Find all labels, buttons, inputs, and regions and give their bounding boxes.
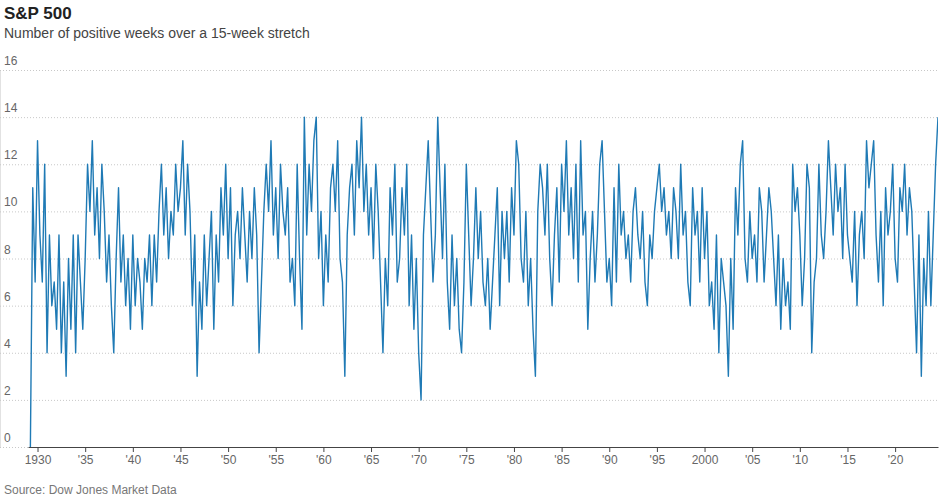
x-tick-mark	[276, 447, 277, 452]
x-tick-mark	[85, 447, 86, 452]
x-tick: '40	[125, 447, 141, 467]
grid-line	[0, 447, 938, 448]
x-tick-label: '05	[745, 453, 761, 467]
chart-container: S&P 500 Number of positive weeks over a 1…	[0, 0, 940, 500]
y-tick-label: 12	[4, 148, 18, 162]
y-tick: 16	[0, 54, 938, 70]
x-tick: '60	[316, 447, 332, 467]
x-tick-label: '35	[78, 453, 94, 467]
x-tick-mark	[180, 447, 181, 452]
x-tick-label: '95	[650, 453, 666, 467]
grid-line	[0, 117, 938, 118]
x-tick-mark	[371, 447, 372, 452]
x-tick-mark	[705, 447, 706, 452]
x-tick: '75	[459, 447, 475, 467]
x-axis-line	[29, 447, 939, 448]
x-tick-label: '20	[888, 453, 904, 467]
x-tick-label: '65	[364, 453, 380, 467]
x-tick-label: '50	[221, 453, 237, 467]
chart-svg: S&P 500 Number of positive weeks over a 1…	[0, 0, 940, 500]
x-tick-label: '40	[125, 453, 141, 467]
title: S&P 500	[4, 4, 72, 23]
x-tick-label: '90	[602, 453, 618, 467]
x-tick-mark	[609, 447, 610, 452]
x-tick-label: '10	[793, 453, 809, 467]
x-tick-mark	[38, 447, 39, 452]
grid-line	[0, 70, 938, 71]
x-tick-label: '70	[411, 453, 427, 467]
grid-line	[0, 164, 938, 165]
x-tick: '85	[554, 447, 570, 467]
x-tick-label: 1930	[25, 453, 52, 467]
y-tick-label: 2	[4, 384, 11, 398]
x-tick-mark	[323, 447, 324, 452]
x-tick: '80	[507, 447, 523, 467]
x-tick-mark	[562, 447, 563, 452]
grid-line	[0, 353, 938, 354]
y-tick: 2	[0, 384, 938, 400]
x-tick: '70	[411, 447, 427, 467]
x-tick: '20	[888, 447, 904, 467]
y-tick-label: 14	[4, 101, 18, 115]
plot-area	[30, 117, 938, 447]
y-tick-label: 10	[4, 195, 18, 209]
y-tick-label: 16	[4, 54, 18, 68]
x-tick-mark	[752, 447, 753, 452]
y-tick: 0	[0, 431, 938, 447]
grid-line	[0, 400, 938, 401]
x-tick: '95	[650, 447, 666, 467]
y-tick-label: 8	[4, 243, 11, 257]
x-tick-label: '60	[316, 453, 332, 467]
grid-line	[0, 211, 938, 212]
x-tick-mark	[657, 447, 658, 452]
x-axis: 1930 '35 '40 '45 '50 '55 '60 '65 '70 '75 '80 '85 '90…	[25, 447, 939, 467]
x-tick-mark	[514, 447, 515, 452]
x-tick-mark	[800, 447, 801, 452]
x-tick: 2000	[692, 447, 719, 467]
x-tick-label: '55	[268, 453, 284, 467]
x-tick-mark	[133, 447, 134, 452]
x-tick-mark	[466, 447, 467, 452]
x-tick: '90	[602, 447, 618, 467]
x-tick-label: '45	[173, 453, 189, 467]
y-tick-label: 4	[4, 337, 11, 351]
x-tick: '35	[78, 447, 94, 467]
x-tick: 1930	[25, 447, 52, 467]
x-tick: '05	[745, 447, 761, 467]
x-tick-mark	[895, 447, 896, 452]
x-tick: '10	[793, 447, 809, 467]
y-tick-label: 0	[4, 431, 11, 445]
y-axis: 0 2 4 6 8 10 12 14 16	[0, 54, 938, 447]
x-tick-label: '75	[459, 453, 475, 467]
x-tick: '65	[364, 447, 380, 467]
x-tick: '45	[173, 447, 189, 467]
x-tick: '50	[221, 447, 237, 467]
x-tick-label: 2000	[692, 453, 719, 467]
data-line	[30, 117, 938, 447]
x-tick-label: '15	[840, 453, 856, 467]
x-tick-mark	[419, 447, 420, 452]
x-tick-label: '85	[554, 453, 570, 467]
y-tick: 12	[0, 148, 938, 164]
subtitle: Number of positive weeks over a 15-week …	[4, 25, 310, 41]
x-tick-mark	[847, 447, 848, 452]
y-tick: 14	[0, 101, 938, 117]
y-tick: 4	[0, 337, 938, 353]
x-tick-mark	[228, 447, 229, 452]
y-tick-label: 6	[4, 290, 11, 304]
x-tick-label: '80	[507, 453, 523, 467]
x-tick: '55	[268, 447, 284, 467]
x-tick: '15	[840, 447, 856, 467]
source: Source: Dow Jones Market Data	[4, 483, 177, 497]
